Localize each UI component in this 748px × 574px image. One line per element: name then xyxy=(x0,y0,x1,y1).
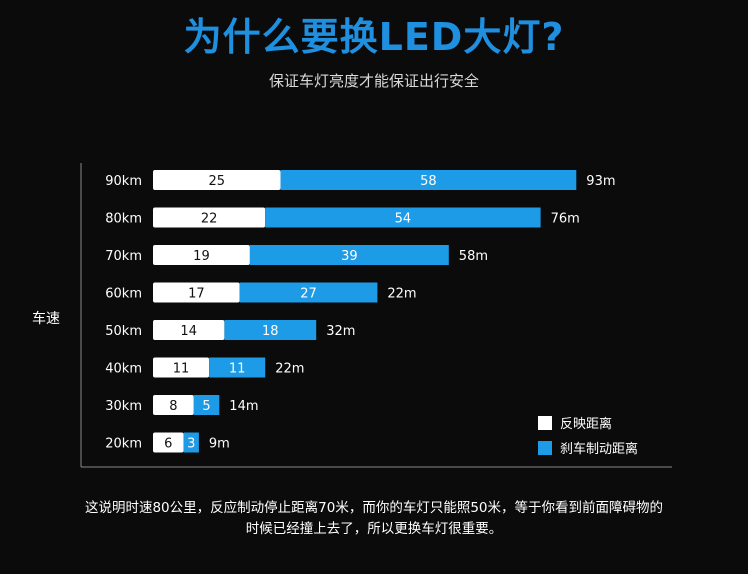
data-label-reaction: 6 xyxy=(164,437,172,452)
data-label-braking: 27 xyxy=(300,287,317,302)
bar-reaction xyxy=(153,245,250,265)
data-label-reaction: 14 xyxy=(180,324,197,339)
data-label-braking: 58 xyxy=(420,174,437,189)
bar-reaction xyxy=(153,357,210,378)
total-label: 76m xyxy=(551,212,580,227)
bar-reaction xyxy=(153,170,281,190)
category-label: 80km xyxy=(105,212,142,227)
data-label-braking: 54 xyxy=(395,212,412,227)
bar-reaction xyxy=(153,207,266,228)
data-label-braking: 39 xyxy=(341,249,358,264)
total-label: 58m xyxy=(459,249,488,264)
legend-swatch-2 xyxy=(538,441,552,455)
bar-reaction xyxy=(153,282,240,303)
data-label-reaction: 11 xyxy=(173,362,190,377)
data-label-braking: 3 xyxy=(187,437,195,452)
category-label: 30km xyxy=(105,399,142,414)
footer-line-1: 这说明时速80公里，反应制动停止距离70米，而你的车灯只能照50米，等于你看到前… xyxy=(84,500,664,516)
bar-braking xyxy=(209,357,266,378)
category-label: 20km xyxy=(105,437,142,452)
category-label: 60km xyxy=(105,287,142,302)
page-title: 为什么要换LED大灯? xyxy=(183,15,565,59)
bar-braking xyxy=(224,320,317,340)
category-label: 40km xyxy=(105,362,142,377)
bar-braking xyxy=(265,207,541,228)
total-label: 32m xyxy=(326,324,355,339)
bar-braking xyxy=(249,245,449,265)
bar-braking xyxy=(183,432,199,453)
page-subtitle: 保证车灯亮度才能保证出行安全 xyxy=(268,72,479,90)
data-label-braking: 18 xyxy=(262,324,279,339)
total-label: 22m xyxy=(275,362,304,377)
data-label-reaction: 17 xyxy=(188,287,205,302)
legend-label-2: 刹车制动距离 xyxy=(560,441,638,457)
category-label: 50km xyxy=(105,324,142,339)
bar-reaction xyxy=(153,432,184,453)
bar-braking xyxy=(193,395,220,415)
total-label: 93m xyxy=(586,174,615,189)
bar-reaction xyxy=(153,395,194,415)
data-label-braking: 5 xyxy=(202,399,210,414)
bar-braking xyxy=(280,170,577,190)
data-label-reaction: 8 xyxy=(169,399,177,414)
data-label-reaction: 25 xyxy=(208,174,225,189)
legend-label-1: 反映距离 xyxy=(560,416,612,432)
data-label-reaction: 19 xyxy=(193,249,210,264)
category-label: 90km xyxy=(105,174,142,189)
bar-reaction xyxy=(153,320,225,340)
total-label: 9m xyxy=(209,437,230,452)
total-label: 14m xyxy=(229,399,258,414)
footer-line-2: 时候已经撞上去了，所以更换车灯很重要。 xyxy=(245,521,503,537)
category-label: 70km xyxy=(105,249,142,264)
legend-swatch-1 xyxy=(538,416,552,430)
y-axis-title: 车速 xyxy=(32,310,60,327)
bar-braking xyxy=(239,282,378,303)
data-label-reaction: 22 xyxy=(201,212,218,227)
data-label-braking: 11 xyxy=(229,362,246,377)
footer-note: 这说明时速80公里，反应制动停止距离70米，而你的车灯只能照50米，等于你看到前… xyxy=(0,498,748,540)
total-label: 22m xyxy=(387,287,416,302)
